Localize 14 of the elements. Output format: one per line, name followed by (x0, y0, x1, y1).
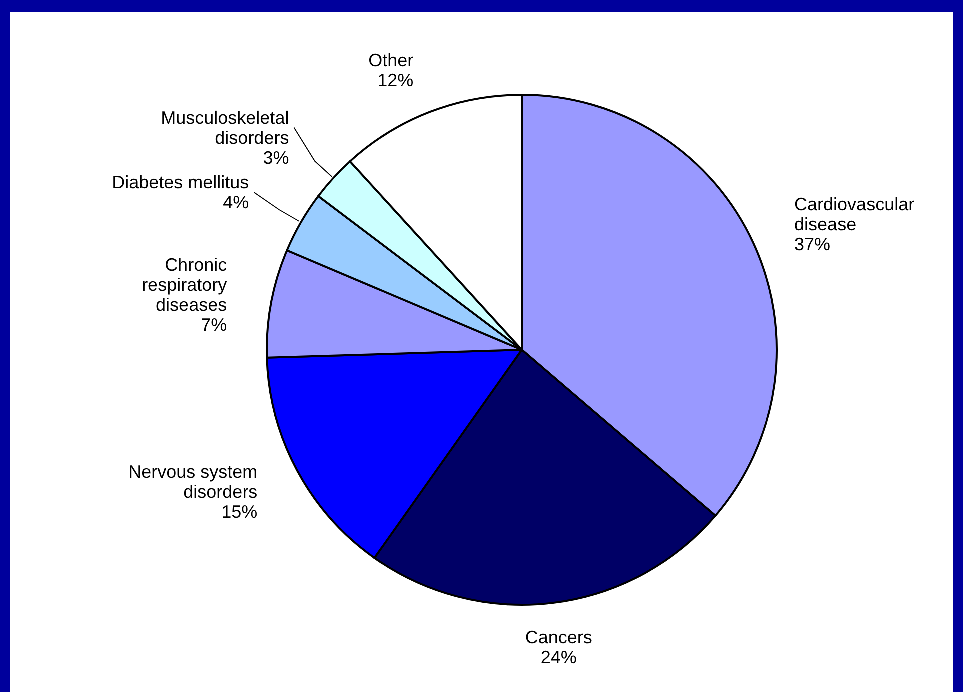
slice-label: Musculoskeletal disorders (161, 108, 290, 148)
data-label: 24% (540, 648, 577, 668)
data-label: 37% (794, 234, 831, 255)
slice-label: Cancers (525, 628, 592, 648)
data-label: 4% (223, 192, 250, 212)
data-label: 7% (201, 314, 228, 335)
data-label: 15% (222, 502, 258, 522)
data-label: 3% (263, 148, 290, 168)
data-label: 12% (378, 70, 414, 90)
slice-label: Chronic respiratory diseases (142, 254, 228, 315)
slice-label: Cardiovascular disease (794, 194, 915, 235)
slice-label: Diabetes mellitus (112, 172, 250, 192)
slice-label: Nervous system disorders (128, 462, 258, 502)
slice-label: Other (368, 50, 414, 70)
